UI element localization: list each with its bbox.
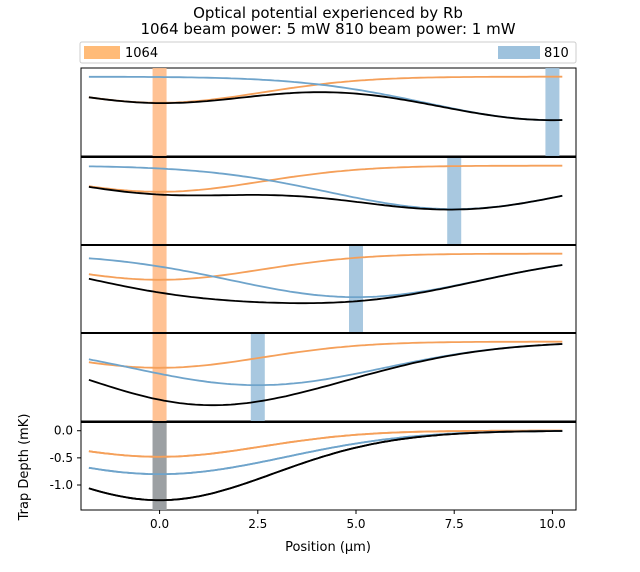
x-tick-label: 0.0 [150, 517, 169, 531]
curve-total [88, 186, 563, 211]
legend-swatch-1064 [84, 46, 120, 59]
curve-total-overlay [88, 430, 563, 502]
beam-810-marker [349, 245, 363, 333]
y-tick-label: -1.0 [50, 478, 73, 492]
beam-1064-marker [152, 245, 167, 333]
beam-1064-marker [152, 68, 167, 156]
beam-810-marker [250, 333, 265, 421]
beam-overlap-marker [152, 422, 167, 510]
beam-810-marker [447, 157, 462, 245]
panel-4 [80, 332, 577, 422]
legend-label-810: 810 [544, 46, 569, 61]
curve-1064 [88, 340, 563, 369]
y-axis-label: Trap Depth (mK) [17, 414, 32, 522]
x-tick-label: 10.0 [539, 517, 566, 531]
beam-810-marker [545, 68, 560, 156]
curve-1064-overlay [88, 429, 563, 458]
panel-1 [80, 67, 577, 157]
panels-group [80, 67, 577, 511]
chart-subtitle: 1064 beam power: 5 mW 810 beam power: 1 … [140, 20, 515, 38]
curve-total [88, 343, 563, 407]
legend-label-1064: 1064 [125, 46, 158, 61]
y-tick-label: -0.5 [50, 451, 73, 465]
legend: 1064 810 [79, 41, 577, 64]
x-axis-label: Position (μm) [285, 540, 371, 555]
y-tick-label: 0.0 [54, 424, 73, 438]
legend-frame [79, 41, 577, 64]
x-tick-label: 7.5 [445, 517, 464, 531]
beam-1064-marker [152, 333, 167, 421]
x-tick-label: 5.0 [346, 517, 365, 531]
panel-3 [80, 244, 577, 334]
axes-group: 0.0 -0.5 -1.0 0.0 2.5 5.0 7.5 10.0 [50, 424, 566, 531]
curve-total [88, 91, 563, 122]
panel-5 [80, 421, 577, 511]
beam-1064-marker [152, 157, 167, 245]
curve-total [88, 264, 563, 305]
legend-swatch-810 [498, 46, 540, 59]
curve-1064 [88, 164, 563, 193]
curve-1064 [88, 252, 563, 281]
panel-2 [80, 156, 577, 246]
x-tick-label: 2.5 [248, 517, 267, 531]
chart-title: Optical potential experienced by Rb [193, 4, 463, 22]
